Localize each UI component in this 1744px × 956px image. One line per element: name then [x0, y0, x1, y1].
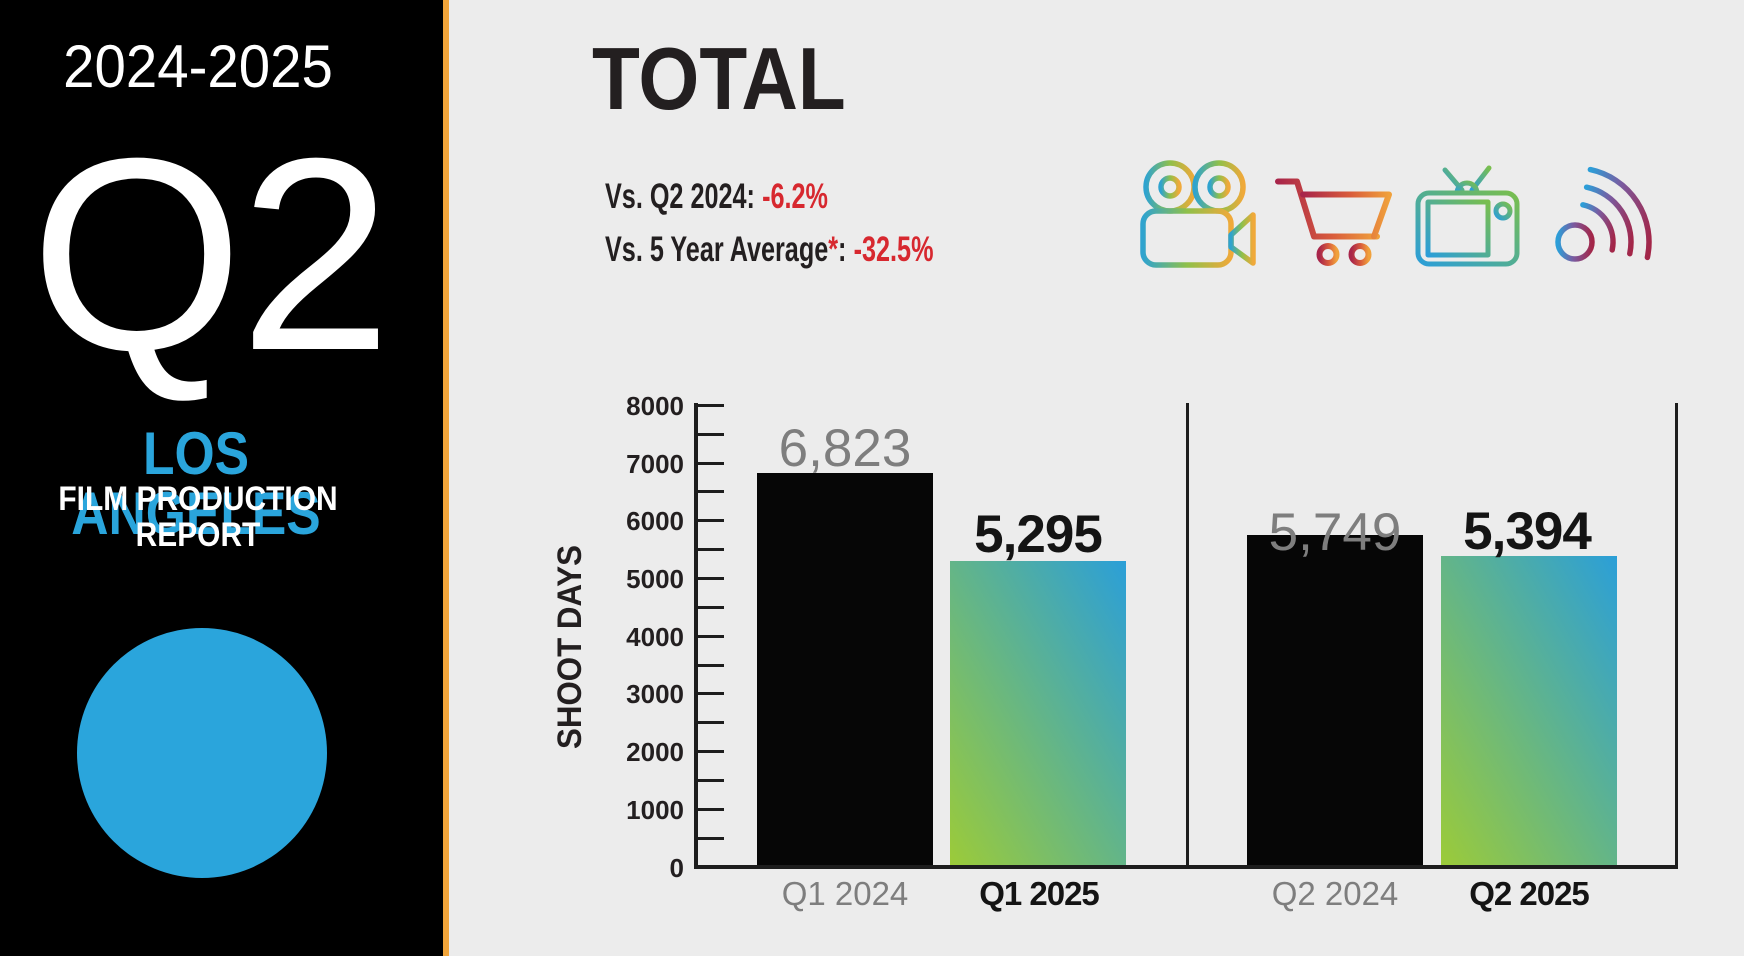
bar-q1-2024: [757, 473, 933, 868]
category-label: Q2 2025: [1469, 875, 1590, 912]
city-label: LOS ANGELES: [71, 420, 321, 547]
chart-right-border: [1675, 403, 1678, 866]
y-tick-label: 6000: [626, 506, 684, 537]
bar-q1-2025: [950, 561, 1126, 868]
y-tick-label: 8000: [626, 390, 684, 421]
y-tick-label: 0: [669, 852, 684, 883]
bar-value-label: 5,749: [1268, 503, 1402, 563]
y-tick-label: 3000: [626, 679, 684, 710]
comparison-5yr-label: Vs. 5 Year Average: [605, 230, 829, 269]
y-tick: [698, 692, 724, 696]
y-tick: [698, 778, 724, 782]
x-axis-baseline: [694, 865, 1678, 869]
y-tick-label: 5000: [626, 563, 684, 594]
television-icon: [1415, 164, 1520, 269]
report-subtitle: FILM PRODUCTION REPORT: [58, 480, 338, 554]
y-tick: [698, 519, 724, 523]
y-tick: [698, 836, 724, 840]
category-label: Q1 2024: [781, 875, 909, 912]
y-tick-label: 1000: [626, 794, 684, 825]
y-tick: [698, 634, 724, 638]
y-tick-label: 4000: [626, 621, 684, 652]
comparison-5yr-separator: :: [838, 230, 847, 269]
broadcast-signal-icon: [1550, 157, 1653, 269]
y-tick-label: 2000: [626, 737, 684, 768]
y-tick: [698, 548, 724, 552]
season-label: 2024-2025: [63, 33, 333, 100]
y-tick: [698, 576, 724, 580]
bar-q2-2025: [1441, 555, 1617, 868]
bar-value-label: 6,823: [778, 419, 912, 479]
page-title: TOTAL: [592, 29, 846, 128]
y-tick-label: 7000: [626, 448, 684, 479]
y-tick: [698, 663, 724, 667]
comparison-5yr-average: Vs. 5 Year Average*: -32.5%: [605, 231, 933, 269]
bar-q2-2024: [1247, 535, 1423, 868]
footnote-asterisk: *: [828, 230, 839, 269]
category-label: Q1 2025: [979, 875, 1100, 912]
y-tick: [698, 432, 724, 436]
sidebar-accent-divider: [443, 0, 449, 956]
bar-value-label: 5,394: [1463, 501, 1592, 561]
y-tick: [698, 750, 724, 754]
film-camera-icon: [1140, 158, 1256, 270]
y-tick: [698, 605, 724, 609]
quarter-label: Q2: [30, 102, 392, 408]
sidebar: 2024-2025 Q2 LOS ANGELES FILM PRODUCTION…: [0, 0, 443, 956]
y-tick: [698, 490, 724, 494]
y-tick: [698, 807, 724, 811]
bar-value-label: 5,295: [974, 505, 1103, 565]
filmla-logo: Film LA: [77, 628, 327, 878]
y-tick: [698, 461, 724, 465]
category-label: Q2 2024: [1271, 875, 1399, 912]
comparison-q2-2024: Vs. Q2 2024: -6.2%: [605, 178, 828, 216]
panel-divider-line: [1186, 403, 1189, 866]
shopping-cart-icon: [1272, 165, 1394, 271]
y-tick: [698, 403, 724, 407]
comparison-5yr-value: -32.5%: [853, 230, 934, 269]
y-tick: [698, 721, 724, 725]
comparison-q2-2024-value: -6.2%: [762, 177, 828, 216]
y-axis-line: [694, 403, 698, 869]
comparison-q2-2024-label: Vs. Q2 2024:: [605, 177, 755, 216]
